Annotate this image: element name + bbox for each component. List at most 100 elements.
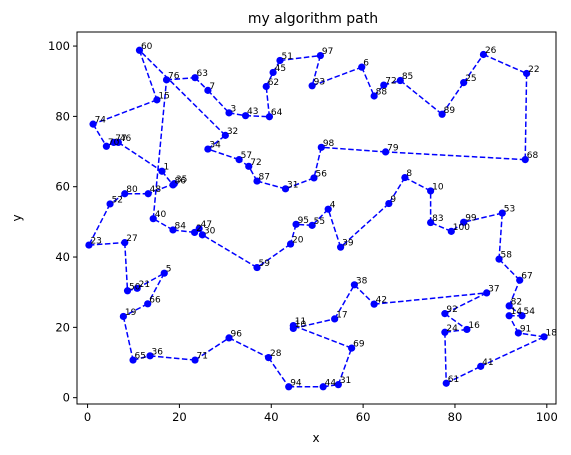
- data-point: [331, 315, 339, 323]
- path-segment: [441, 82, 465, 115]
- point-label: 69: [353, 340, 365, 350]
- point-label: 20: [292, 236, 304, 246]
- data-point: [221, 131, 229, 139]
- data-point: [316, 51, 325, 60]
- point-label: 94: [290, 378, 302, 388]
- point-label: 40: [155, 210, 167, 220]
- data-point: [160, 269, 168, 277]
- path-segment: [524, 73, 528, 160]
- path-segment: [311, 208, 329, 226]
- path-segment: [445, 365, 482, 384]
- y-axis-label: y: [10, 214, 24, 221]
- data-point: [348, 344, 356, 352]
- data-point: [85, 241, 93, 249]
- data-point: [114, 138, 122, 147]
- point-label: 86: [174, 176, 186, 186]
- point-label: 74: [95, 116, 107, 126]
- data-point: [370, 300, 378, 308]
- point-label: 16: [468, 321, 480, 331]
- data-point: [102, 142, 110, 150]
- path-segment: [285, 177, 315, 190]
- path-segment: [399, 79, 443, 115]
- path-segment: [166, 76, 196, 81]
- point-label: 22: [528, 65, 539, 75]
- point-label: 83: [432, 214, 443, 224]
- point-label: 31: [340, 376, 351, 386]
- point-label: 60: [141, 42, 153, 52]
- data-point: [447, 227, 455, 235]
- x-axis-label: x: [312, 431, 319, 445]
- point-label: 50: [129, 282, 141, 292]
- path-points: [85, 46, 548, 391]
- path-segment: [311, 66, 363, 87]
- point-label: 57: [241, 151, 252, 161]
- path-segment: [138, 50, 158, 101]
- data-point: [514, 329, 522, 337]
- point-label: 55: [314, 217, 325, 227]
- point-label: 35: [176, 175, 187, 185]
- data-point: [521, 156, 529, 164]
- point-label: 53: [504, 205, 515, 215]
- path-segment: [228, 337, 269, 359]
- x-tick-label: 0: [84, 410, 91, 424]
- point-label: 15: [158, 91, 169, 101]
- data-point: [441, 328, 449, 336]
- path-segment: [333, 284, 356, 320]
- point-label: 34: [209, 141, 221, 151]
- data-point: [225, 109, 233, 117]
- point-label: 67: [521, 272, 532, 282]
- y-tick-label: 80: [55, 109, 70, 123]
- path-segment: [293, 324, 352, 349]
- path-segment: [463, 212, 503, 223]
- point-label: 52: [112, 195, 123, 205]
- point-label: 62: [268, 78, 279, 88]
- point-label: 95: [298, 216, 309, 226]
- path-segment: [147, 272, 165, 305]
- point-label: 26: [485, 46, 497, 56]
- point-label: 19: [125, 308, 137, 318]
- data-point: [438, 110, 446, 118]
- data-point: [121, 190, 129, 198]
- point-label: 59: [259, 259, 271, 269]
- point-label: 36: [152, 347, 164, 357]
- data-point: [380, 81, 388, 89]
- data-point: [308, 221, 316, 229]
- data-point: [135, 46, 144, 54]
- plot-area-frame: [76, 31, 557, 405]
- data-point: [350, 281, 358, 289]
- path-segment: [404, 176, 431, 192]
- path-segment: [518, 332, 545, 338]
- point-label: 85: [402, 72, 413, 82]
- point-label: 7: [209, 82, 215, 92]
- point-label: 100: [453, 223, 470, 233]
- point-label: 68: [527, 151, 539, 161]
- data-point: [235, 156, 243, 164]
- point-label: 61: [448, 375, 459, 385]
- data-point: [269, 68, 277, 77]
- y-tick-label: 60: [55, 180, 70, 194]
- path-segment: [152, 79, 168, 219]
- point-label: 99: [465, 214, 477, 224]
- path-segment: [444, 313, 468, 331]
- data-point: [144, 300, 152, 308]
- chart-title: my algorithm path: [248, 11, 378, 27]
- x-tick-label: 80: [448, 410, 463, 424]
- point-label: 25: [465, 74, 476, 84]
- point-label: 30: [204, 226, 216, 236]
- data-point: [479, 50, 488, 59]
- path-segment: [483, 53, 527, 75]
- data-point: [460, 218, 468, 226]
- x-tick-label: 100: [536, 410, 558, 424]
- point-label: 82: [511, 297, 522, 307]
- data-point: [162, 76, 171, 84]
- data-point: [264, 353, 273, 362]
- data-point: [286, 240, 295, 248]
- point-label: 2: [196, 224, 202, 234]
- path-segment: [207, 134, 226, 150]
- data-point: [442, 379, 450, 387]
- point-label: 91: [520, 324, 531, 334]
- data-point: [463, 325, 471, 334]
- data-point: [241, 112, 250, 120]
